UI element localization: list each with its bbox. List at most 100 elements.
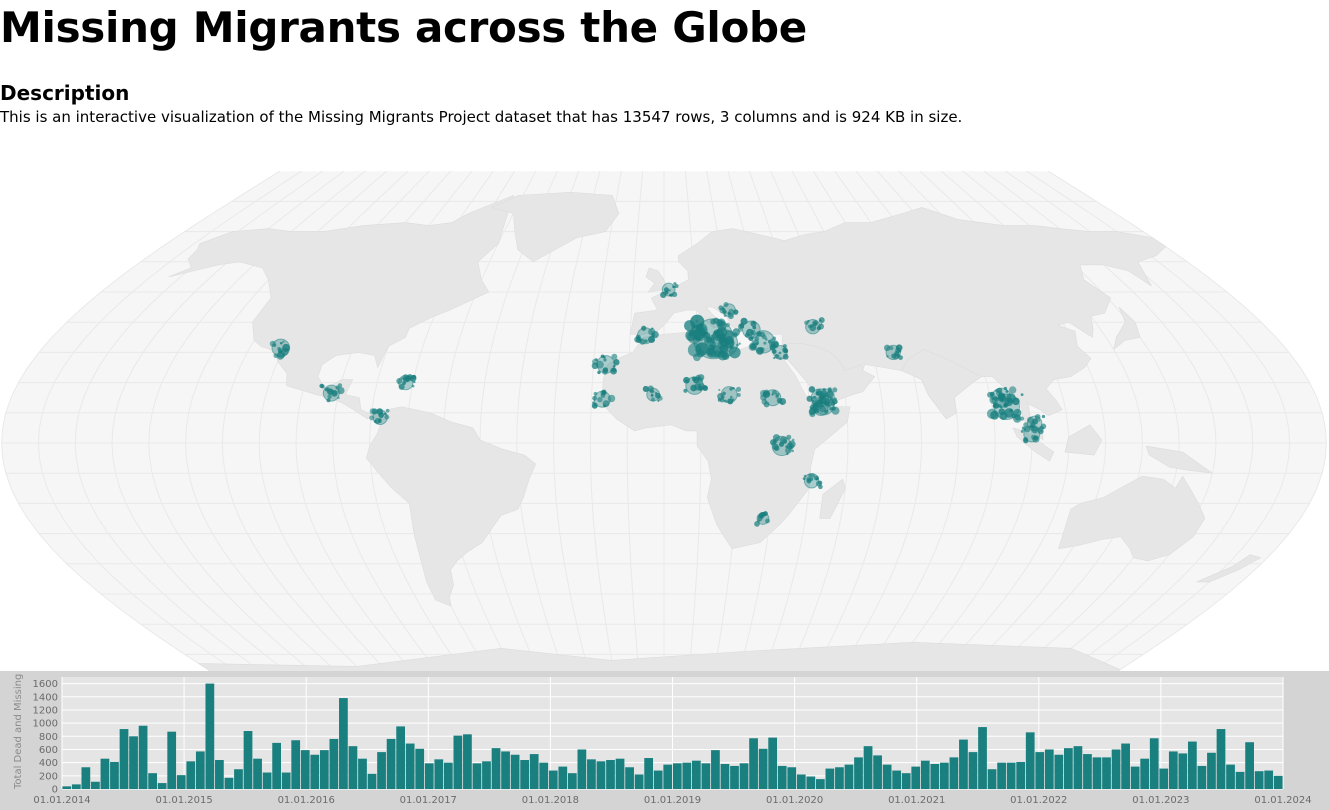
bar[interactable] (720, 763, 730, 789)
bar[interactable] (176, 775, 186, 789)
bar[interactable] (691, 760, 701, 789)
bar[interactable] (463, 734, 472, 789)
bar[interactable] (138, 725, 148, 789)
bar[interactable] (758, 748, 768, 789)
bar[interactable] (1159, 768, 1169, 789)
bar[interactable] (377, 752, 386, 789)
bar[interactable] (1235, 771, 1245, 789)
bar[interactable] (310, 754, 320, 789)
bar[interactable] (1254, 771, 1264, 789)
bar[interactable] (682, 762, 692, 789)
timeline-bar-chart[interactable]: Total Dead and Missing 0 200 400 600 800 1000… (0, 671, 1329, 810)
bar[interactable] (930, 763, 940, 789)
world-map-svg[interactable] (0, 128, 1329, 671)
bar[interactable] (939, 762, 949, 789)
bar[interactable] (1092, 757, 1102, 789)
bar[interactable] (1016, 761, 1026, 789)
bar[interactable] (539, 762, 549, 789)
bar[interactable] (148, 773, 157, 789)
bar[interactable] (329, 738, 339, 789)
bar[interactable] (844, 764, 854, 789)
bar[interactable] (1178, 753, 1188, 789)
bar[interactable] (91, 781, 100, 789)
bar[interactable] (272, 742, 281, 789)
bar[interactable] (558, 766, 568, 789)
bar[interactable] (796, 774, 806, 789)
bar[interactable] (911, 766, 921, 789)
bar[interactable] (1054, 754, 1064, 789)
bar[interactable] (653, 770, 663, 789)
bar[interactable] (291, 740, 301, 789)
bar[interactable] (1140, 758, 1150, 789)
bar[interactable] (81, 767, 91, 789)
bar[interactable] (1064, 748, 1073, 789)
bar[interactable] (281, 772, 291, 789)
bar[interactable] (415, 748, 425, 789)
bar[interactable] (1044, 749, 1054, 789)
bar[interactable] (396, 726, 406, 789)
bar[interactable] (634, 774, 644, 789)
bar[interactable] (596, 761, 606, 789)
bar[interactable] (358, 758, 367, 789)
bar[interactable] (1273, 775, 1283, 789)
bar[interactable] (825, 768, 835, 789)
bar[interactable] (520, 760, 530, 789)
bar[interactable] (749, 738, 758, 789)
bar[interactable] (510, 754, 520, 789)
bar[interactable] (959, 739, 968, 789)
bar[interactable] (348, 746, 358, 789)
bar[interactable] (1188, 741, 1197, 789)
bar[interactable] (367, 773, 377, 789)
bar[interactable] (815, 779, 825, 789)
bar[interactable] (386, 738, 396, 789)
bar[interactable] (205, 683, 215, 789)
bar[interactable] (215, 760, 224, 789)
bar[interactable] (787, 767, 797, 789)
bar[interactable] (1025, 732, 1035, 789)
bar[interactable] (730, 765, 739, 789)
bar[interactable] (672, 763, 682, 789)
bar[interactable] (186, 761, 196, 789)
bar[interactable] (892, 770, 902, 789)
bar[interactable] (1111, 749, 1121, 789)
bar[interactable] (129, 736, 138, 789)
bar[interactable] (443, 762, 453, 789)
bar[interactable] (663, 764, 673, 789)
timeline-panel[interactable]: Total Dead and Missing 0 200 400 600 800 1000… (0, 671, 1329, 810)
bar[interactable] (491, 748, 501, 789)
bar[interactable] (606, 760, 615, 789)
bar[interactable] (472, 763, 482, 789)
bar[interactable] (167, 731, 177, 789)
bar[interactable] (224, 777, 234, 789)
bar[interactable] (1216, 729, 1226, 789)
bar[interactable] (920, 760, 930, 789)
bar[interactable] (339, 698, 348, 789)
bar[interactable] (1073, 746, 1083, 789)
bar[interactable] (1207, 752, 1216, 789)
bar[interactable] (71, 784, 81, 789)
bar[interactable] (501, 751, 510, 789)
bar[interactable] (806, 776, 816, 789)
bar[interactable] (978, 727, 987, 789)
bar[interactable] (1102, 757, 1111, 789)
bar[interactable] (548, 770, 558, 789)
bar[interactable] (424, 763, 434, 789)
bar[interactable] (100, 758, 110, 789)
bar[interactable] (453, 735, 463, 789)
bar[interactable] (434, 759, 444, 789)
bar[interactable] (62, 786, 72, 789)
bar[interactable] (587, 759, 596, 789)
bar[interactable] (854, 757, 863, 789)
bar[interactable] (863, 746, 873, 789)
bar[interactable] (157, 783, 167, 789)
bar[interactable] (1168, 751, 1178, 789)
world-map[interactable] (0, 128, 1329, 671)
bar[interactable] (901, 773, 911, 789)
bar[interactable] (1226, 764, 1235, 789)
bar[interactable] (243, 731, 253, 789)
bar[interactable] (1035, 752, 1045, 789)
bar[interactable] (882, 764, 892, 789)
bar[interactable] (1149, 738, 1159, 789)
bar[interactable] (119, 729, 129, 789)
bar[interactable] (300, 750, 310, 789)
